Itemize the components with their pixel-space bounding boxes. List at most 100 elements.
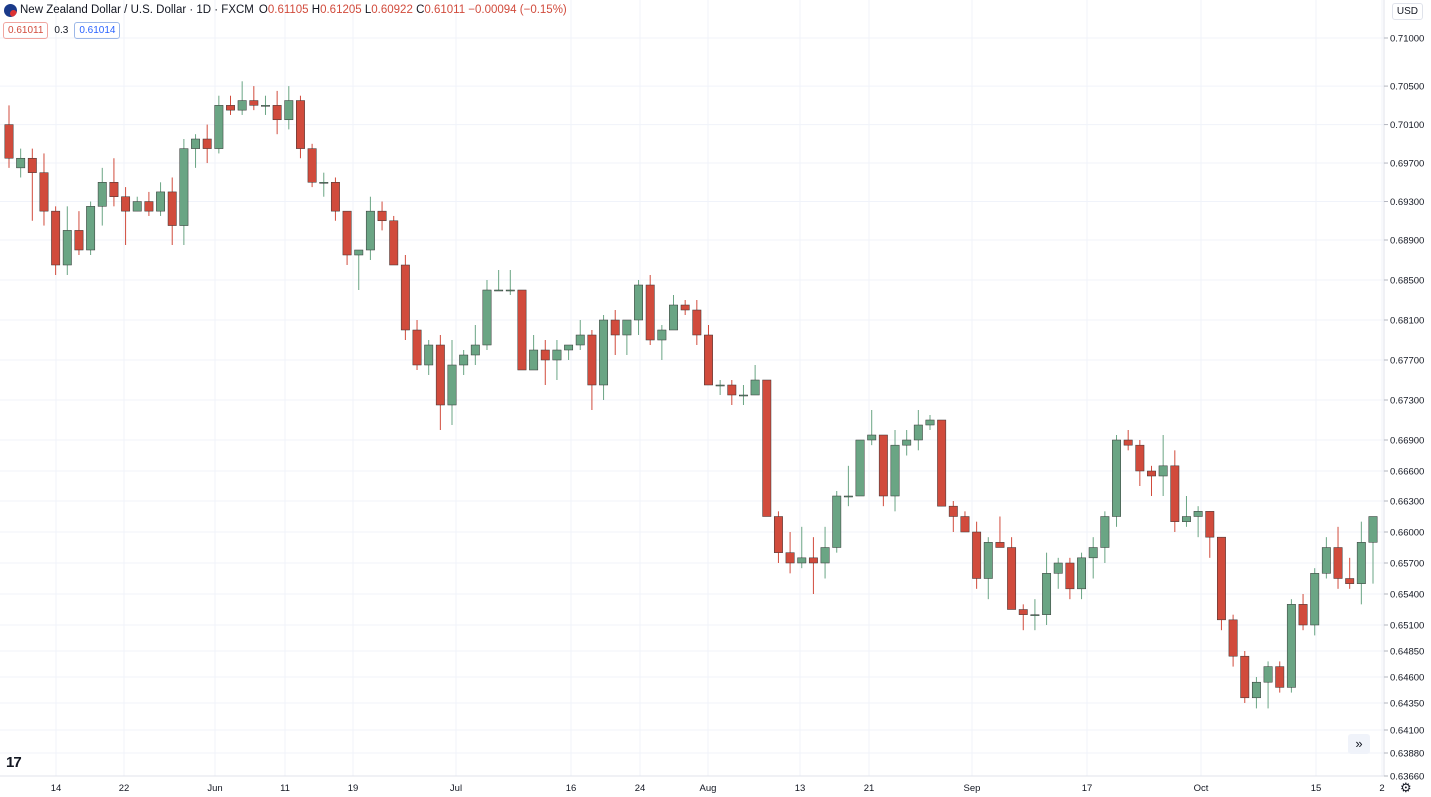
candle[interactable]: [307, 143, 317, 188]
candle[interactable]: [202, 124, 212, 164]
candle[interactable]: [1240, 651, 1250, 703]
candle[interactable]: [424, 340, 434, 375]
candle[interactable]: [400, 255, 410, 340]
candle[interactable]: [1147, 465, 1156, 496]
candle[interactable]: [1042, 552, 1052, 625]
candle[interactable]: [132, 196, 142, 212]
candle[interactable]: [1216, 536, 1226, 631]
candle[interactable]: [913, 410, 923, 451]
candle[interactable]: [692, 300, 702, 345]
candle[interactable]: [191, 134, 200, 168]
candle[interactable]: [762, 379, 772, 517]
candle[interactable]: [1053, 557, 1063, 589]
candle[interactable]: [599, 315, 609, 400]
candle[interactable]: [645, 275, 655, 345]
candle[interactable]: [447, 340, 457, 425]
candle[interactable]: [680, 300, 690, 315]
candle[interactable]: [179, 139, 189, 245]
candle[interactable]: [983, 537, 993, 600]
candle[interactable]: [86, 201, 96, 255]
candle[interactable]: [330, 177, 340, 221]
candle[interactable]: [51, 206, 61, 275]
candle[interactable]: [797, 526, 807, 569]
candle[interactable]: [1135, 440, 1145, 486]
candle[interactable]: [937, 419, 947, 507]
candle[interactable]: [16, 148, 26, 178]
candle[interactable]: [1228, 614, 1238, 667]
candle[interactable]: [214, 95, 224, 154]
candle[interactable]: [482, 280, 492, 350]
candle[interactable]: [109, 158, 119, 207]
candle[interactable]: [785, 532, 795, 574]
candle[interactable]: [39, 153, 49, 226]
candle[interactable]: [960, 511, 970, 533]
candle[interactable]: [808, 537, 818, 594]
candle[interactable]: [1077, 552, 1086, 600]
candle[interactable]: [727, 380, 737, 405]
candle[interactable]: [832, 491, 842, 553]
candle[interactable]: [867, 410, 877, 446]
candle[interactable]: [1368, 516, 1378, 584]
candle[interactable]: [389, 215, 399, 266]
candle[interactable]: [1298, 594, 1308, 631]
candle[interactable]: [459, 350, 469, 375]
candle[interactable]: [739, 385, 748, 405]
candle[interactable]: [750, 365, 760, 396]
candle[interactable]: [622, 319, 632, 355]
ask-button[interactable]: 0.61014: [74, 22, 121, 39]
candle[interactable]: [505, 270, 515, 295]
candle[interactable]: [261, 95, 270, 115]
candle[interactable]: [843, 465, 853, 507]
candle[interactable]: [773, 511, 783, 563]
candle[interactable]: [820, 526, 830, 579]
candle[interactable]: [1030, 599, 1040, 631]
candle[interactable]: [1088, 537, 1098, 579]
candle[interactable]: [365, 196, 375, 260]
bid-button[interactable]: 0.61011: [3, 22, 49, 39]
candle[interactable]: [890, 430, 900, 512]
candle[interactable]: [1018, 604, 1028, 631]
candle[interactable]: [1333, 526, 1343, 589]
candle[interactable]: [156, 182, 166, 216]
candle[interactable]: [517, 289, 527, 371]
candle[interactable]: [62, 206, 72, 275]
candle[interactable]: [634, 280, 643, 335]
candle[interactable]: [878, 434, 888, 507]
candle[interactable]: [669, 295, 678, 331]
candle[interactable]: [1112, 435, 1121, 527]
candle[interactable]: [342, 210, 352, 265]
currency-selector[interactable]: USD: [1391, 3, 1423, 20]
candle[interactable]: [948, 501, 958, 532]
candle[interactable]: [1286, 599, 1296, 693]
candle[interactable]: [715, 380, 725, 395]
candle[interactable]: [470, 325, 480, 365]
symbol-title[interactable]: New Zealand Dollar / U.S. Dollar · 1D · …: [20, 4, 254, 16]
candle[interactable]: [1170, 450, 1180, 532]
candle[interactable]: [564, 344, 574, 360]
candle[interactable]: [97, 167, 107, 226]
candle[interactable]: [529, 335, 539, 371]
candle[interactable]: [1065, 557, 1075, 600]
scroll-to-realtime-button[interactable]: »: [1348, 734, 1370, 754]
candle[interactable]: [587, 330, 597, 410]
candle[interactable]: [1321, 537, 1331, 579]
candle[interactable]: [925, 415, 935, 430]
candle[interactable]: [1310, 568, 1320, 636]
candle[interactable]: [995, 516, 1005, 548]
candle[interactable]: [272, 90, 282, 135]
candle[interactable]: [855, 439, 865, 497]
candle[interactable]: [4, 105, 14, 168]
candle[interactable]: [1263, 661, 1273, 709]
candle[interactable]: [657, 325, 667, 360]
candle[interactable]: [1205, 511, 1215, 558]
candle[interactable]: [1007, 537, 1017, 610]
candle[interactable]: [1345, 557, 1355, 589]
candle[interactable]: [121, 187, 131, 245]
candle[interactable]: [1158, 435, 1168, 496]
candle[interactable]: [540, 340, 550, 385]
candle[interactable]: [494, 270, 504, 292]
candle[interactable]: [575, 320, 585, 350]
candle[interactable]: [296, 95, 305, 159]
candle[interactable]: [27, 148, 37, 221]
candle[interactable]: [354, 249, 364, 290]
